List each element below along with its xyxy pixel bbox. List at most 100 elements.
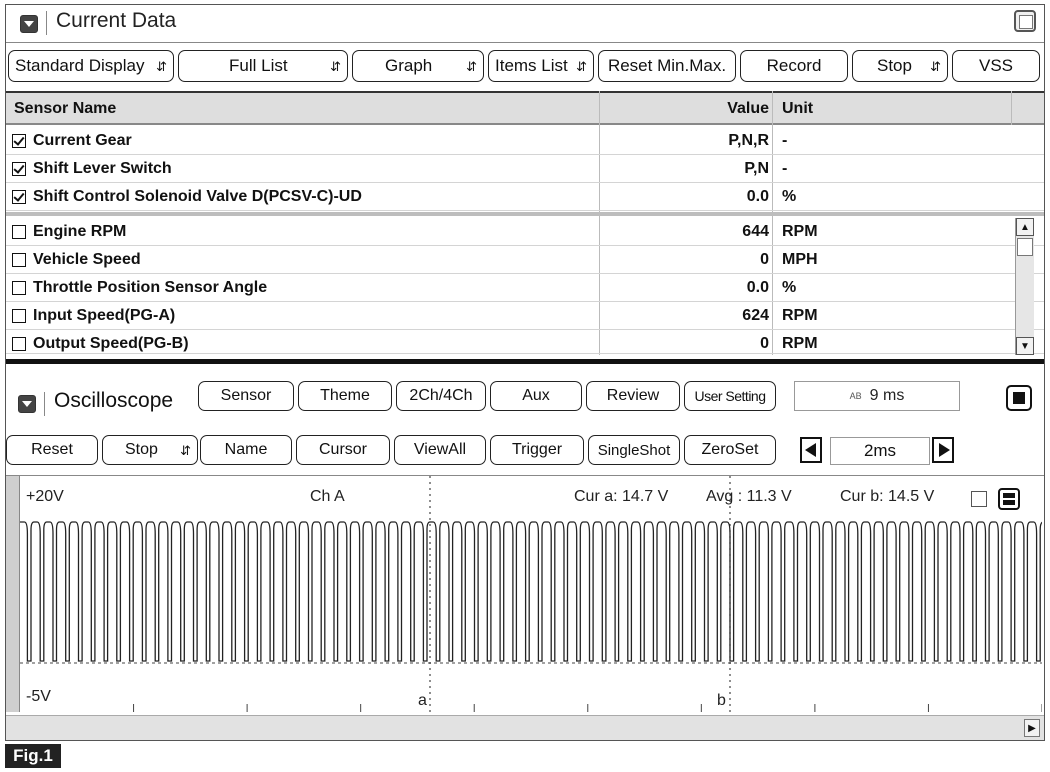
row-checkbox[interactable] [12, 225, 26, 239]
sensor-button[interactable]: Sensor [198, 381, 294, 411]
name-button[interactable]: Name [200, 435, 292, 465]
zero-set-button[interactable]: ZeroSet [684, 435, 776, 465]
stop-label: Stop [877, 56, 912, 75]
column-header-value[interactable]: Value [727, 100, 769, 117]
sensor-value: 0.0 [746, 279, 769, 296]
view-all-label: ViewAll [413, 441, 467, 458]
single-shot-label: SingleShot [597, 441, 671, 459]
sensor-unit: RPM [782, 307, 818, 324]
channel-label: Ch A [310, 488, 345, 505]
row-checkbox[interactable] [12, 337, 26, 351]
scrollbar-thumb[interactable] [1017, 238, 1033, 256]
scroll-right-icon[interactable]: ▶ [1024, 719, 1040, 737]
reset-label: Reset [31, 441, 73, 458]
oscilloscope-plot[interactable]: +20V -5V Ch A Cur a: 14.7 V Avg : 11.3 V… [6, 475, 1044, 713]
trigger-button[interactable]: Trigger [490, 435, 584, 465]
column-divider [772, 91, 773, 355]
collapse-icon[interactable] [20, 15, 38, 33]
table-row[interactable]: Current Gear P,N,R - [6, 127, 1044, 155]
reset-button[interactable]: Reset [6, 435, 98, 465]
row-checkbox[interactable] [12, 162, 26, 176]
stop-capture-icon[interactable] [1006, 385, 1032, 411]
cursor-button[interactable]: Cursor [296, 435, 390, 465]
single-shot-button[interactable]: SingleShot [588, 435, 680, 465]
sensor-name: Output Speed(PG-B) [33, 335, 189, 352]
view-all-button[interactable]: ViewAll [394, 435, 486, 465]
sensor-name: Engine RPM [33, 223, 127, 240]
row-checkbox[interactable] [12, 281, 26, 295]
horizontal-scrollbar[interactable]: ▶ [6, 715, 1044, 740]
table-row[interactable]: Throttle Position Sensor Angle 0.0 % [6, 274, 1044, 302]
y-max-label: +20V [26, 488, 64, 505]
column-header-sensor-name[interactable]: Sensor Name [14, 100, 117, 117]
ab-cursor-icon: AB [849, 391, 862, 401]
theme-label: Theme [320, 387, 370, 404]
figure-label: Fig.1 [5, 744, 61, 768]
waveform-trace [20, 521, 1042, 662]
timebase-decrease-icon[interactable] [800, 437, 822, 463]
graph-label: Graph [385, 56, 433, 75]
scope-stop-select[interactable]: Stop ⇵ [102, 435, 198, 465]
table-row[interactable]: Shift Lever Switch P,N - [6, 155, 1044, 183]
column-header-unit[interactable]: Unit [782, 100, 814, 117]
review-button[interactable]: Review [586, 381, 680, 411]
record-label: Record [766, 56, 822, 75]
table-row[interactable]: Input Speed(PG-A) 624 RPM [6, 302, 1044, 330]
timebase-increase-icon[interactable] [932, 437, 954, 463]
updown-icon: ⇵ [180, 442, 191, 458]
user-setting-button[interactable]: User Setting [684, 381, 776, 411]
row-checkbox[interactable] [12, 309, 26, 323]
reset-min-max-button[interactable]: Reset Min.Max. [598, 50, 736, 82]
row-checkbox[interactable] [12, 190, 26, 204]
sensor-name: Shift Control Solenoid Valve D(PCSV-C)-U… [33, 188, 362, 205]
full-list-select[interactable]: Full List ⇵ [178, 50, 348, 82]
current-data-title: Current Data [56, 9, 177, 32]
cursor-a-marker: a [418, 692, 427, 709]
sensor-unit: - [782, 160, 788, 177]
time-span-value: 9 ms [869, 387, 905, 404]
updown-icon: ⇵ [930, 58, 941, 74]
aux-label: Aux [522, 387, 550, 404]
average-readout: Avg : 11.3 V [706, 488, 792, 505]
updown-icon: ⇵ [576, 58, 587, 74]
record-button[interactable]: Record [740, 50, 848, 82]
sensor-unit: RPM [782, 335, 818, 352]
maximize-icon[interactable] [1014, 10, 1036, 32]
standard-display-select[interactable]: Standard Display ⇵ [8, 50, 174, 82]
waveform-canvas [20, 476, 1042, 712]
items-list-select[interactable]: Items List ⇵ [488, 50, 594, 82]
channel-mode-button[interactable]: 2Ch/4Ch [396, 381, 486, 411]
cursor-b-marker: b [717, 692, 726, 709]
scroll-down-icon[interactable]: ▼ [1016, 337, 1034, 355]
row-checkbox[interactable] [12, 253, 26, 267]
scroll-up-icon[interactable]: ▲ [1016, 218, 1034, 236]
theme-button[interactable]: Theme [298, 381, 392, 411]
zero-set-label: ZeroSet [701, 441, 759, 458]
overlay-checkbox[interactable] [971, 491, 987, 507]
trigger-label: Trigger [511, 441, 563, 458]
vertical-scrollbar[interactable]: ▲ ▼ [1015, 218, 1034, 355]
graph-select[interactable]: Graph ⇵ [352, 50, 484, 82]
sensor-value: 0 [760, 335, 769, 352]
table-row[interactable]: Output Speed(PG-B) 0 RPM [6, 330, 1044, 354]
sensor-unit: - [782, 132, 788, 149]
sensor-unit: % [782, 188, 797, 205]
stop-select[interactable]: Stop ⇵ [852, 50, 948, 82]
current-data-header: Current Data [6, 5, 1044, 43]
pane-divider[interactable] [6, 359, 1044, 364]
table-row[interactable]: Shift Control Solenoid Valve D(PCSV-C)-U… [6, 183, 1044, 211]
sensor-unit: RPM [782, 223, 818, 240]
collapse-icon[interactable] [18, 395, 36, 413]
table-row[interactable]: Vehicle Speed 0 MPH [6, 246, 1044, 274]
vss-button[interactable]: VSS [952, 50, 1040, 82]
sensor-name: Vehicle Speed [33, 251, 141, 268]
cursor-b-readout: Cur b: 14.5 V [840, 488, 935, 505]
table-row[interactable]: Engine RPM 644 RPM [6, 218, 1044, 246]
channel-mode-label: 2Ch/4Ch [409, 387, 473, 404]
updown-icon: ⇵ [466, 58, 477, 74]
sensor-label: Sensor [220, 387, 272, 404]
channel-scale-strip [6, 476, 20, 712]
row-checkbox[interactable] [12, 134, 26, 148]
split-layout-icon[interactable] [998, 488, 1020, 510]
aux-button[interactable]: Aux [490, 381, 582, 411]
